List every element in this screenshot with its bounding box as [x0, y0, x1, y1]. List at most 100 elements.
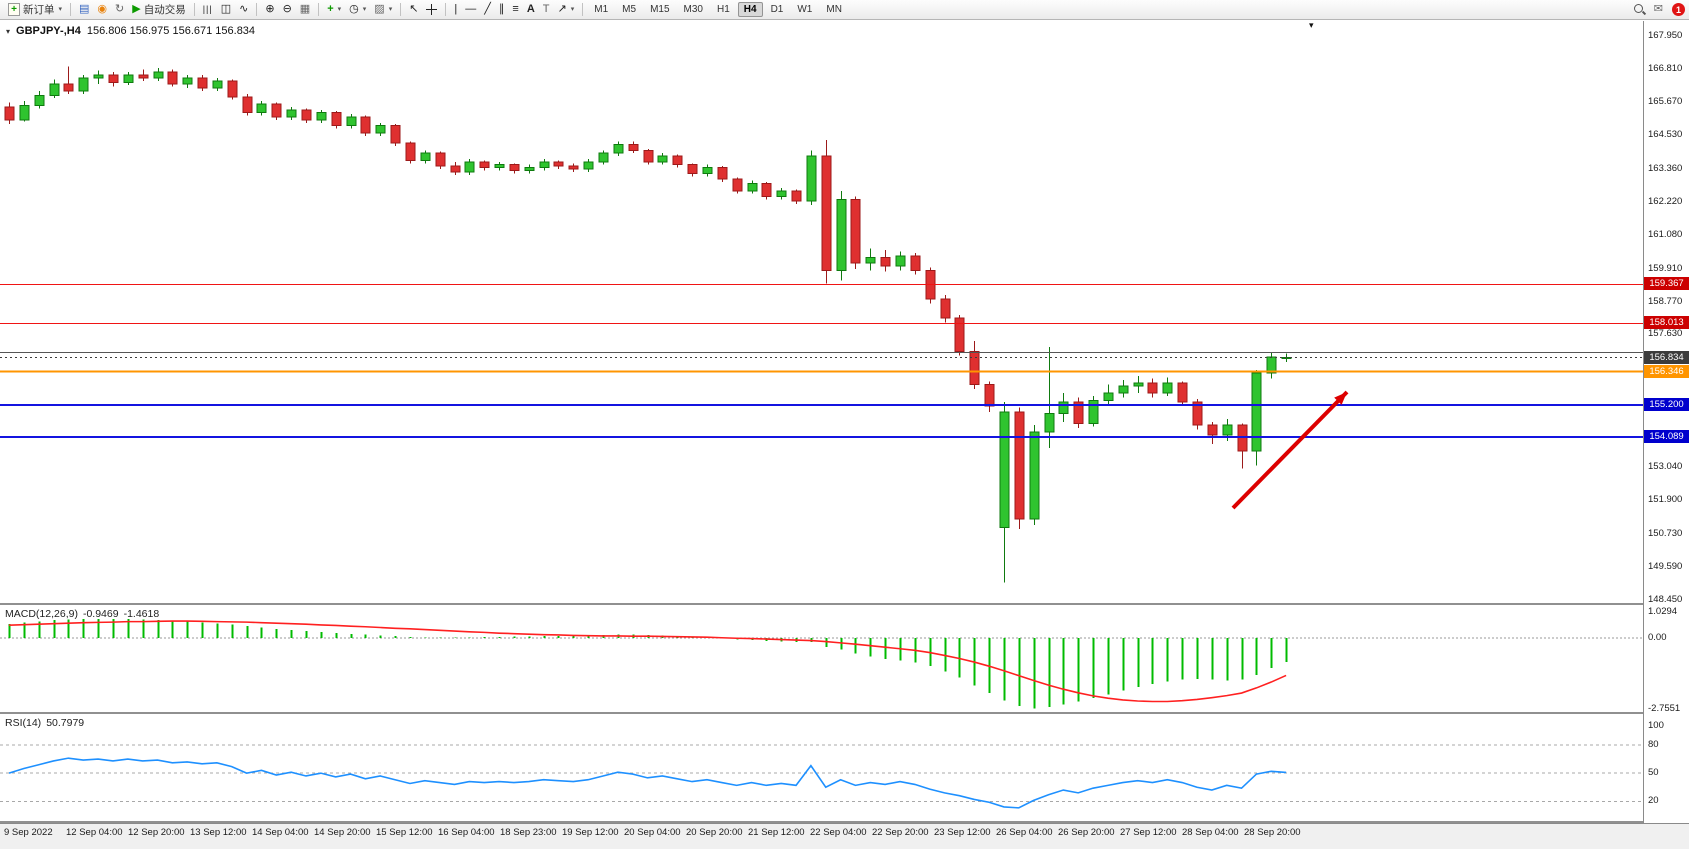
timeframe-m15-button[interactable]: M15	[650, 4, 670, 15]
candle-body	[19, 104, 30, 121]
timeframe-d1-button[interactable]: D1	[770, 4, 784, 15]
timeframe-h1-button[interactable]: H1	[716, 4, 730, 15]
candlestick-chart-button[interactable]: ◫	[217, 1, 235, 18]
zoom-out-button[interactable]: ⊖	[279, 1, 296, 18]
cursor-icon: ↖	[409, 3, 419, 15]
rsi-chart[interactable]	[0, 715, 1643, 821]
candle-body	[390, 125, 401, 144]
candle-body	[78, 77, 89, 92]
new-order-button[interactable]: + 新订单 ▾	[4, 1, 66, 18]
candle-body	[1162, 382, 1173, 394]
trend-arrow	[1231, 390, 1349, 510]
timeframe-m5-button[interactable]: M5	[622, 4, 637, 15]
timeframe-m30-button[interactable]: M30	[683, 4, 703, 15]
timeframe-w1-button[interactable]: W1	[797, 4, 813, 15]
macd-histogram	[8, 618, 1288, 709]
timeframe-m1-button[interactable]: M1	[594, 4, 609, 15]
toolbar-separator	[582, 3, 584, 16]
macd-signal-value: -1.4618	[123, 608, 160, 620]
rsi-axis-label: 50	[1648, 767, 1659, 779]
pane-splitter[interactable]	[0, 603, 1643, 605]
pane-splitter[interactable]	[0, 821, 1643, 823]
trendline-tool-button[interactable]: ╱	[480, 1, 495, 18]
time-axis-label: 9 Sep 2022	[4, 827, 53, 838]
fibonacci-tool-button[interactable]: ≡	[508, 1, 522, 18]
zoom-in-icon: ⊕	[265, 3, 275, 15]
price-axis-label: 153.040	[1648, 461, 1683, 473]
candle-body	[1237, 424, 1248, 452]
horizontal-line-tool-button[interactable]: —	[461, 1, 480, 18]
price-tag: 156.834	[1644, 350, 1689, 364]
candle-body	[717, 167, 728, 180]
time-scale[interactable]	[0, 823, 1689, 849]
chevron-down-icon: ▾	[570, 6, 575, 13]
rsi-name: RSI(14)	[5, 717, 42, 729]
time-axis-label: 21 Sep 12:00	[748, 827, 805, 838]
time-axis-label: 27 Sep 12:00	[1120, 827, 1177, 838]
candle-body	[167, 71, 178, 85]
macd-chart[interactable]	[0, 606, 1643, 712]
candle-body	[940, 298, 951, 319]
pane-splitter[interactable]	[0, 712, 1643, 714]
bar-chart-button[interactable]: |||	[199, 1, 217, 18]
search-button[interactable]	[1629, 1, 1650, 18]
time-axis-label: 15 Sep 12:00	[376, 827, 433, 838]
candle-body	[509, 164, 520, 172]
tile-windows-button[interactable]: ▦	[296, 1, 314, 18]
new-order-icon: +	[8, 3, 20, 16]
time-axis-label: 28 Sep 04:00	[1182, 827, 1239, 838]
tile-windows-icon: ▦	[299, 3, 311, 15]
autoscroll-marker-icon[interactable]: ▾	[1309, 20, 1314, 30]
timeframe-mn-button[interactable]: MN	[826, 4, 842, 15]
chart-header: ▾ GBPJPY-,H4 156.806 156.975 156.671 156…	[6, 25, 255, 37]
candle-body	[4, 106, 15, 121]
crosshair-tool-button[interactable]	[422, 1, 441, 18]
candle-body	[1133, 382, 1144, 387]
timeframe-h4-button[interactable]: H4	[737, 2, 763, 17]
channel-tool-button[interactable]: ∥	[495, 1, 509, 18]
templates-button[interactable]: ▨ ▾	[370, 1, 396, 18]
candle-body	[360, 116, 371, 134]
zoom-in-button[interactable]: ⊕	[261, 1, 278, 18]
toolbar-separator	[400, 3, 402, 16]
auto-trading-button[interactable]: ▶ 自动交易	[128, 1, 189, 18]
candlestick-chart[interactable]	[0, 21, 1643, 602]
notification-badge[interactable]: 1	[1672, 3, 1685, 16]
toolbar-separator	[445, 3, 447, 16]
market-watch-button[interactable]: ▤	[75, 1, 93, 18]
chevron-down-icon: ▾	[337, 6, 342, 13]
alerts-button[interactable]: ◉	[93, 1, 111, 18]
toolbar-separator	[256, 3, 258, 16]
candles-group	[4, 66, 1292, 583]
horizontal-line-icon: —	[465, 3, 477, 15]
candle-body	[301, 109, 312, 121]
label-tool-button[interactable]: T	[539, 1, 554, 18]
candle-body	[672, 155, 683, 166]
time-axis-label: 22 Sep 04:00	[810, 827, 867, 838]
cursor-tool-button[interactable]: ↖	[405, 1, 422, 18]
text-tool-button[interactable]: A	[523, 1, 539, 18]
refresh-button[interactable]: ↻	[111, 1, 128, 18]
candle-body	[93, 74, 104, 79]
rsi-value: 50.7979	[46, 717, 85, 729]
line-chart-button[interactable]: ∿	[235, 1, 252, 18]
candle-body	[791, 190, 802, 202]
candle-body	[182, 77, 193, 85]
indicators-button[interactable]: + ▾	[323, 1, 345, 18]
candle-body	[1103, 392, 1114, 401]
mail-button[interactable]: ✉	[1650, 1, 1667, 18]
price-scale[interactable]	[1643, 21, 1689, 823]
time-axis-label: 22 Sep 20:00	[872, 827, 929, 838]
arrows-tool-button[interactable]: ↗ ▾	[554, 1, 579, 18]
vertical-line-tool-button[interactable]: |	[450, 1, 461, 18]
candle-body	[910, 255, 921, 271]
candle-body	[123, 74, 134, 83]
time-axis-label: 20 Sep 04:00	[624, 827, 681, 838]
collapse-triangle-icon[interactable]: ▾	[6, 26, 11, 36]
price-axis-label: 166.810	[1648, 63, 1683, 74]
periods-button[interactable]: ◷ ▾	[345, 1, 370, 18]
price-axis-label: 163.360	[1648, 162, 1683, 174]
chevron-down-icon: ▾	[58, 6, 63, 13]
time-axis-label: 12 Sep 20:00	[128, 827, 185, 838]
price-axis-label: 150.730	[1648, 528, 1683, 540]
